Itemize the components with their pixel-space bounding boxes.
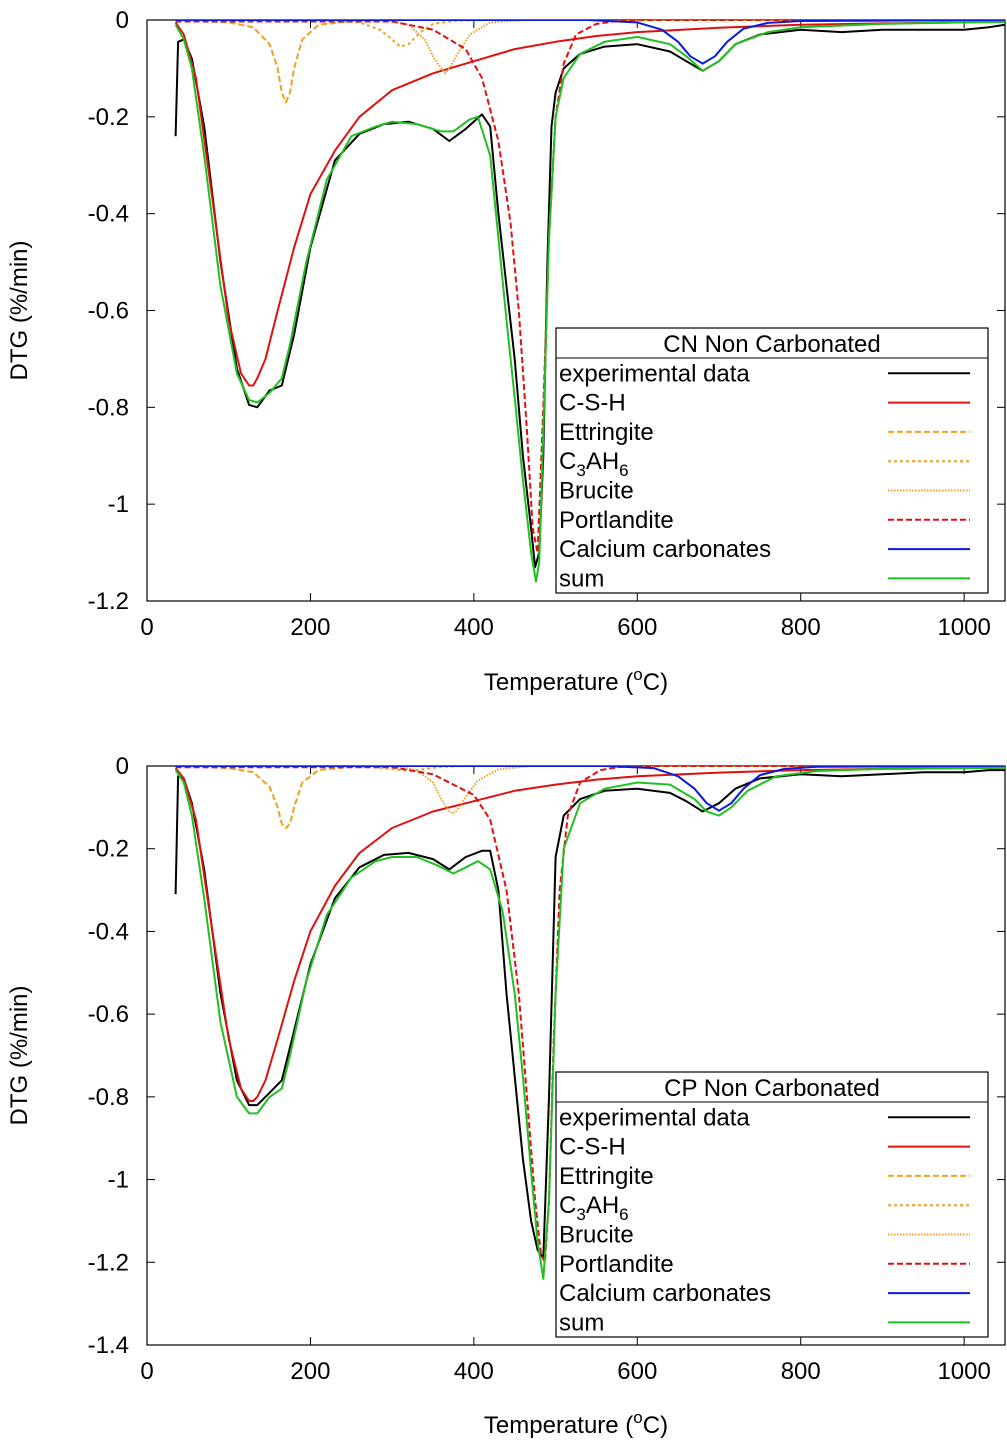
series-line-calcium-carbonates (175, 766, 1005, 812)
legend-entry-part: C (559, 1192, 576, 1219)
y-tick-label: -0.4 (88, 918, 129, 945)
legend-title: CN Non Carbonated (663, 331, 880, 358)
series-line-brucite (175, 20, 1005, 75)
y-tick-label: -1.2 (88, 588, 129, 615)
y-tick-label: -0.8 (88, 394, 129, 421)
x-axis-label-base: Temperature ( (484, 669, 633, 696)
legend-entry-sub: 6 (619, 461, 628, 480)
series-line-sum (174, 766, 1005, 1280)
legend-entry-c-s-h: C-S-H (559, 1134, 626, 1161)
series-line-c-s-h (174, 766, 1005, 1102)
series-group (174, 20, 1005, 583)
x-tick-label: 1000 (937, 1358, 990, 1385)
legend-entry-part: AH (586, 1192, 619, 1219)
legend-entry-sub: 3 (576, 461, 585, 480)
x-tick-label: 400 (454, 1358, 494, 1385)
series-line-c-s-h (174, 20, 1005, 387)
y-axis-label: DTG (%/min) (6, 986, 33, 1126)
x-tick-label: 200 (290, 614, 330, 641)
y-tick-label: -0.2 (88, 104, 129, 131)
legend-entry-brucite: Brucite (559, 478, 634, 505)
y-tick-label: 0 (116, 753, 129, 780)
legend-entry-part: C (559, 448, 576, 475)
y-tick-label: -1 (108, 1167, 129, 1194)
legend-entry-experimental-data: experimental data (559, 360, 750, 387)
x-tick-label: 400 (454, 614, 494, 641)
x-tick-label: 800 (781, 614, 821, 641)
legend-entry-calcium-carbonates: Calcium carbonates (559, 536, 771, 563)
series-line-ettringite (175, 20, 1005, 104)
legend-entry-experimental-data: experimental data (559, 1104, 750, 1131)
x-axis-label-base: Temperature ( (484, 1412, 633, 1439)
y-tick-label: -0.6 (88, 298, 129, 325)
series-line-brucite (175, 766, 1005, 815)
legend-entry-part: AH (586, 448, 619, 475)
legend-entry-sum: sum (559, 1309, 604, 1336)
y-tick-label: -0.6 (88, 1001, 129, 1028)
legend-entry-c3ah6: C3AH6 (559, 1192, 629, 1224)
legend-entry-c-s-h: C-S-H (559, 390, 626, 417)
x-tick-label: 0 (140, 1358, 153, 1385)
y-tick-label: -0.8 (88, 1084, 129, 1111)
x-axis-label-tail: C) (643, 669, 668, 696)
legend-entry-brucite: Brucite (559, 1222, 634, 1249)
legend-entry-ettringite: Ettringite (559, 1163, 654, 1190)
y-tick-label: -0.4 (88, 201, 129, 228)
chart-cp-non-carbonated: 0 200 400 600 800 1000 0 -0.2 -0.4 -0.6 -0.8 -1 -1.2… (6, 753, 1006, 1439)
x-axis-label-sup: o (633, 665, 642, 684)
x-tick-label: 800 (781, 1358, 821, 1385)
x-tick-label: 0 (140, 614, 153, 641)
x-axis-label: Temperature (oC) (484, 1408, 668, 1439)
legend-title: CP Non Carbonated (664, 1075, 880, 1102)
chart-cn-non-carbonated: 0 200 400 600 800 1000 0 -0.2 -0.4 -0.6 -0.8 -1 -1.2… (6, 7, 1006, 696)
y-tick-label: 0 (116, 7, 129, 34)
series-line-sum (174, 20, 1005, 583)
legend-entry-sum: sum (559, 565, 604, 592)
legend-entry-sub: 6 (619, 1205, 628, 1224)
series-group (174, 766, 1005, 1280)
x-axis-label-tail: C) (643, 1412, 668, 1439)
y-tick-label: -1.4 (88, 1332, 129, 1359)
x-tick-label: 1000 (937, 614, 990, 641)
series-line-portlandite (175, 20, 1005, 554)
series-line-portlandite (175, 766, 1005, 1264)
legend-entry-c3ah6: C3AH6 (559, 448, 629, 480)
x-tick-label: 200 (290, 1358, 330, 1385)
legend-entry-ettringite: Ettringite (559, 419, 654, 446)
legend-entry-sub: 3 (576, 1205, 585, 1224)
legend-entry-portlandite: Portlandite (559, 1251, 674, 1278)
y-axis-label: DTG (%/min) (6, 241, 33, 381)
x-tick-label: 600 (617, 614, 657, 641)
x-axis-label: Temperature (oC) (484, 665, 668, 696)
series-line-experimental-data (174, 769, 1005, 1260)
y-tick-label: -0.2 (88, 836, 129, 863)
legend-entry-portlandite: Portlandite (559, 507, 674, 534)
x-tick-label: 600 (617, 1358, 657, 1385)
y-tick-label: -1 (108, 491, 129, 518)
legend-entry-calcium-carbonates: Calcium carbonates (559, 1280, 771, 1307)
series-line-calcium-carbonates (175, 20, 1005, 65)
y-tick-label: -1.2 (88, 1249, 129, 1276)
x-axis-label-sup: o (633, 1408, 642, 1427)
